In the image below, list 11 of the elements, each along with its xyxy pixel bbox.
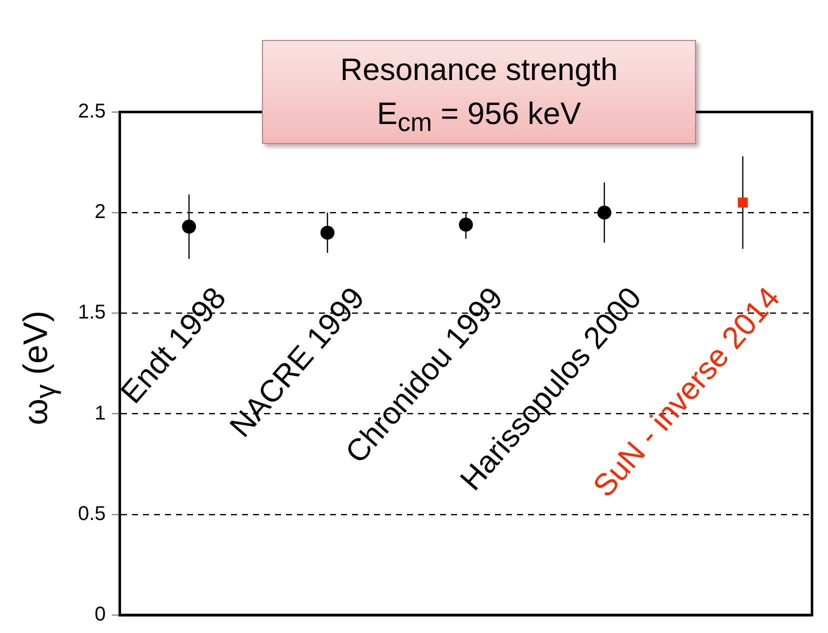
point xyxy=(182,220,196,234)
point xyxy=(738,198,748,208)
y-tick-label: 1 xyxy=(94,402,106,424)
point xyxy=(320,226,334,240)
y-tick-label: 2.5 xyxy=(78,100,106,123)
y-tick-label: 0.5 xyxy=(78,502,106,525)
point xyxy=(597,206,612,220)
y-tick-label: 1.5 xyxy=(78,302,106,324)
point xyxy=(458,218,473,232)
y-tick-label: 2 xyxy=(94,201,106,224)
y-tick-label: 0 xyxy=(94,604,106,626)
